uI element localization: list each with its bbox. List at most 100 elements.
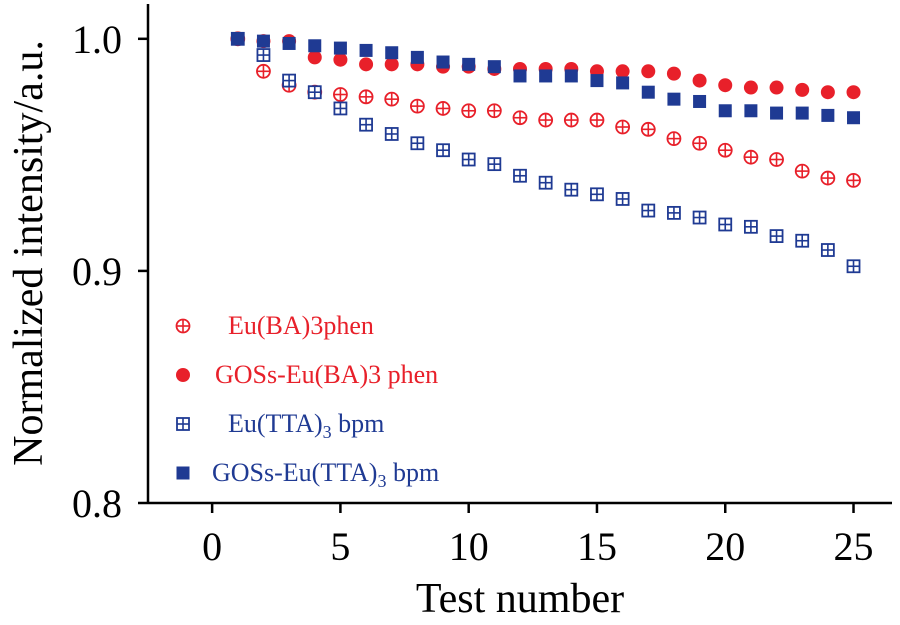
point-eu-ba-3phen-11 [486, 103, 502, 119]
point-goss-eu-ba-3-phen-20 [718, 78, 733, 93]
point-eu-tta-3-bpm-20 [718, 217, 733, 232]
point-goss-eu-tta-3-bpm-8 [410, 50, 424, 64]
point-eu-tta-3-bpm-16 [615, 192, 630, 206]
point-eu-tta-3-bpm-24 [820, 243, 835, 257]
legend-label-goss-eu-ba3-phen: GOSs-Eu(BA)3 phen [215, 360, 438, 389]
point-goss-eu-tta-3-bpm-18 [667, 92, 681, 106]
x-tick-label-20: 20 [705, 524, 745, 569]
point-eu-ba-3phen-7 [384, 91, 400, 107]
legend-symbol-2 [176, 417, 190, 431]
point-eu-tta-3-bpm-23 [795, 233, 810, 248]
x-tick-label-0: 0 [202, 524, 222, 569]
point-eu-ba-3phen-13 [538, 112, 554, 128]
point-eu-tta-3-bpm-3 [282, 73, 297, 88]
legend-marker-eu-ba3phen [175, 318, 191, 334]
point-eu-ba-3phen-25 [846, 172, 861, 188]
point-goss-eu-ba-3-phen-24 [820, 85, 835, 100]
y-tick-label-0-8: 0.8 [72, 481, 122, 526]
point-eu-ba-3phen-9 [435, 101, 451, 116]
x-tick-label-10: 10 [449, 524, 489, 569]
legend-label-eu-tta3-bpm-sub: 3 [323, 422, 332, 442]
point-eu-ba-3phen-21 [743, 149, 759, 165]
point-eu-tta-3-bpm-7 [384, 127, 399, 141]
point-goss-eu-tta-3-bpm-9 [436, 55, 450, 69]
point-eu-ba-3phen-20 [717, 142, 733, 158]
point-eu-ba-3phen-18 [666, 131, 682, 147]
point-eu-ba-3phen-2 [256, 63, 271, 79]
x-tick-label-5: 5 [330, 524, 350, 569]
series-eu-tta-3-bpm [230, 31, 861, 274]
point-goss-eu-ba-3-phen-18 [666, 66, 681, 81]
legend-label-eu-ba3phen: Eu(BA)3phen [228, 311, 374, 340]
x-axis-ticks: 0 5 10 15 20 25 [202, 503, 874, 569]
legend-label-goss-eu-tta3-bpm-main: GOSs-Eu(TTA) [212, 458, 377, 487]
point-eu-tta-3-bpm-18 [667, 205, 681, 220]
point-goss-eu-ba-3-phen-21 [743, 80, 758, 95]
point-eu-tta-3-bpm-10 [461, 152, 476, 167]
point-goss-eu-tta-3-bpm-17 [641, 85, 655, 99]
point-eu-ba-3phen-19 [692, 135, 707, 151]
legend-label-eu-tta3-bpm-main: Eu(TTA) [228, 409, 323, 438]
point-eu-tta-3-bpm-22 [769, 229, 784, 243]
point-goss-eu-ba-3-phen-16 [615, 64, 630, 79]
point-eu-ba-3phen-16 [615, 119, 631, 135]
point-goss-eu-ba-3-phen-5 [333, 52, 348, 67]
point-eu-tta-3-bpm-21 [743, 219, 758, 234]
y-tick-label-1-0: 1.0 [72, 17, 122, 62]
series-goss-eu-tta-3-bpm [231, 32, 861, 125]
point-eu-tta-3-bpm-6 [359, 117, 373, 132]
point-eu-ba-3phen-10 [461, 103, 477, 119]
point-goss-eu-tta-3-bpm-22 [770, 106, 784, 120]
point-goss-eu-ba-3-phen-19 [692, 73, 707, 88]
point-goss-eu-tta-3-bpm-25 [847, 111, 861, 125]
point-eu-ba-3phen-24 [820, 170, 836, 186]
point-eu-tta-3-bpm-4 [307, 85, 322, 100]
legend-label-eu-tta3-bpm-tail: bpm [332, 409, 385, 438]
point-eu-ba-3phen-15 [589, 112, 605, 128]
point-goss-eu-tta-3-bpm-13 [539, 69, 553, 83]
point-eu-tta-3-bpm-25 [846, 259, 861, 274]
point-goss-eu-ba-3-phen-6 [359, 57, 374, 72]
point-goss-eu-ba-3-phen-7 [384, 57, 399, 72]
x-axis-title: Test number [416, 576, 624, 622]
legend-marker-eu-tta3-bpm [176, 417, 190, 431]
point-goss-eu-tta-3-bpm-5 [333, 41, 347, 55]
point-goss-eu-tta-3-bpm-16 [616, 76, 630, 90]
point-eu-ba-3phen-17 [640, 121, 656, 137]
data-series [230, 31, 861, 274]
point-goss-eu-tta-3-bpm-12 [513, 69, 527, 83]
point-eu-tta-3-bpm-9 [436, 143, 450, 158]
point-eu-ba-3phen-23 [794, 163, 810, 179]
point-eu-ba-3phen-6 [358, 89, 374, 105]
point-goss-eu-tta-3-bpm-14 [564, 69, 578, 83]
point-eu-tta-3-bpm-2 [256, 48, 271, 62]
point-goss-eu-tta-3-bpm-23 [795, 106, 809, 120]
legend-marker-goss-eu-tta3-bpm [176, 466, 190, 480]
point-eu-ba-3phen-22 [769, 152, 784, 167]
point-goss-eu-tta-3-bpm-4 [308, 39, 322, 53]
point-goss-eu-tta-3-bpm-20 [718, 104, 732, 118]
point-eu-tta-3-bpm-13 [538, 175, 553, 190]
point-goss-eu-tta-3-bpm-1 [231, 32, 245, 46]
point-goss-eu-tta-3-bpm-15 [590, 74, 604, 88]
point-eu-tta-3-bpm-5 [333, 101, 348, 116]
point-goss-eu-ba-3-phen-22 [769, 80, 784, 95]
point-goss-eu-ba-3-phen-17 [641, 64, 656, 79]
legend: Eu(BA)3phen GOSs-Eu(BA)3 phen Eu(TTA)3 b… [175, 311, 439, 491]
point-goss-eu-tta-3-bpm-21 [744, 104, 758, 118]
point-goss-eu-ba-3-phen-4 [307, 50, 322, 65]
point-goss-eu-tta-3-bpm-7 [385, 46, 399, 60]
point-eu-tta-3-bpm-14 [564, 182, 579, 197]
point-goss-eu-tta-3-bpm-2 [256, 34, 270, 48]
point-eu-ba-3phen-12 [512, 110, 528, 126]
point-goss-eu-tta-3-bpm-11 [487, 60, 501, 74]
legend-label-goss-eu-tta3-bpm-sub: 3 [377, 471, 386, 491]
plot-area: 0 5 10 15 20 25 0.8 0.9 1.0 [72, 4, 892, 569]
x-tick-label-25: 25 [834, 524, 874, 569]
legend-label-goss-eu-tta3-bpm-tail: bpm [386, 458, 439, 487]
point-eu-tta-3-bpm-11 [487, 157, 502, 172]
point-goss-eu-tta-3-bpm-3 [282, 36, 296, 50]
legend-symbol-1 [176, 368, 190, 382]
point-eu-tta-3-bpm-15 [590, 187, 604, 202]
